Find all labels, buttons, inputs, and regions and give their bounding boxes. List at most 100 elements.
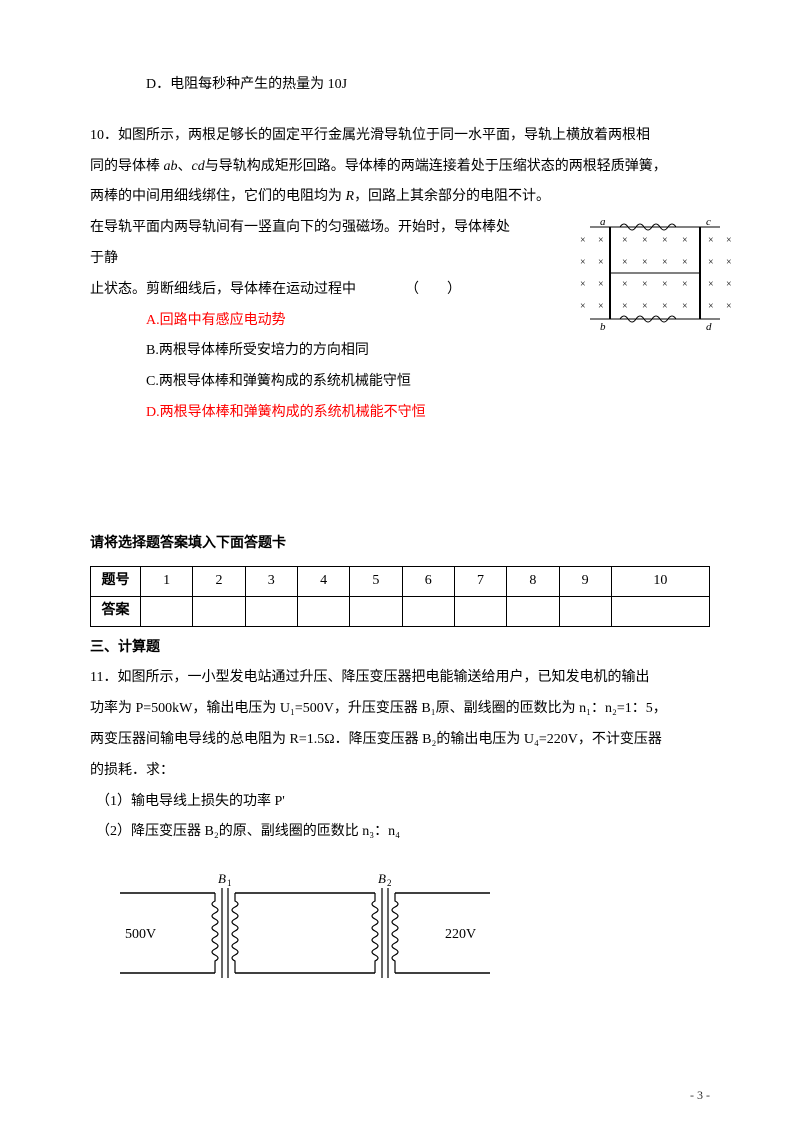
q11-l1: 如图所示，一小型发电站通过升压、降压变压器把电能输送给用户，已知发电机的输出 <box>117 670 649 685</box>
q11-sub1: （1）输电导线上损失的功率 P' <box>90 787 710 818</box>
col-4: 4 <box>297 566 349 596</box>
svg-text:×: × <box>622 279 628 290</box>
b2-label: B <box>378 871 386 886</box>
svg-text:×: × <box>708 301 714 312</box>
svg-text:×: × <box>580 279 586 290</box>
q10-circuit-diagram: a c b d × × × × × × × × × × × × × × × × × × × × × × × × × × × × ×… <box>570 213 740 333</box>
svg-text:×: × <box>580 235 586 246</box>
q10-option-d: D.两根导体棒和弹簧构成的系统机械能不守恒 <box>90 398 710 429</box>
table-row-answers: 答案 <box>91 596 710 626</box>
q10-num: 10． <box>90 128 118 143</box>
q11-num: 11． <box>90 670 117 685</box>
svg-text:×: × <box>662 301 668 312</box>
ans-1[interactable] <box>141 596 193 626</box>
q11-line3: 两变压器间输电导线的总电阻为 R=1.5Ω．降压变压器 B₂的输出电压为 U₄=… <box>90 725 710 756</box>
svg-text:×: × <box>662 279 668 290</box>
col-3: 3 <box>245 566 297 596</box>
col-10: 10 <box>611 566 709 596</box>
right-voltage: 220V <box>445 927 476 942</box>
svg-text:×: × <box>726 257 732 268</box>
svg-text:×: × <box>726 301 732 312</box>
ans-7[interactable] <box>454 596 506 626</box>
ans-2[interactable] <box>193 596 245 626</box>
svg-text:×: × <box>598 301 604 312</box>
q10-line3: 两棒的中间用细线绑住，它们的电阻均为 R，回路上其余部分的电阻不计。 <box>90 182 710 213</box>
col-7: 7 <box>454 566 506 596</box>
ans-6[interactable] <box>402 596 454 626</box>
svg-text:×: × <box>708 279 714 290</box>
q10-l2cd: cd <box>192 159 205 174</box>
q10-line5: 止状态。剪断细线后，导体棒在运动过程中 （ ） <box>90 275 520 306</box>
svg-text:×: × <box>642 279 648 290</box>
svg-text:×: × <box>708 235 714 246</box>
col-8: 8 <box>507 566 559 596</box>
ans-5[interactable] <box>350 596 402 626</box>
svg-text:×: × <box>662 257 668 268</box>
svg-text:×: × <box>682 257 688 268</box>
ans-10[interactable] <box>611 596 709 626</box>
svg-text:×: × <box>642 257 648 268</box>
col-2: 2 <box>193 566 245 596</box>
svg-text:c: c <box>706 216 711 228</box>
svg-text:×: × <box>682 301 688 312</box>
svg-text:×: × <box>598 257 604 268</box>
svg-text:×: × <box>580 257 586 268</box>
q10-line2: 同的导体棒 ab、cd与导轨构成矩形回路。导体棒的两端连接着处于压缩状态的两根轻… <box>90 152 710 183</box>
q10-block: 10．如图所示，两根足够长的固定平行金属光滑导轨位于同一水平面，导轨上横放着两根… <box>90 121 710 429</box>
q10-l2c: 与导轨构成矩形回路。导体棒的两端连接着处于压缩状态的两根轻质弹簧， <box>205 159 667 174</box>
svg-text:×: × <box>642 301 648 312</box>
header-label: 题号 <box>91 566 141 596</box>
svg-text:×: × <box>726 279 732 290</box>
b1-label: B <box>218 871 226 886</box>
q10-line1-text: 如图所示，两根足够长的固定平行金属光滑导轨位于同一水平面，导轨上横放着两根相 <box>118 128 650 143</box>
q10-option-b: B.两根导体棒所受安培力的方向相同 <box>90 336 710 367</box>
ans-8[interactable] <box>507 596 559 626</box>
svg-text:×: × <box>622 235 628 246</box>
svg-text:×: × <box>580 301 586 312</box>
table-row-header: 题号 1 2 3 4 5 6 7 8 9 10 <box>91 566 710 596</box>
svg-text:×: × <box>598 235 604 246</box>
q10-option-c: C.两根导体棒和弹簧构成的系统机械能守恒 <box>90 367 710 398</box>
svg-text:×: × <box>598 279 604 290</box>
ans-9[interactable] <box>559 596 611 626</box>
q11-line2: 功率为 P=500kW，输出电压为 U₁=500V，升压变压器 B₁原、副线圈的… <box>90 694 710 725</box>
answer-table: 题号 1 2 3 4 5 6 7 8 9 10 答案 <box>90 566 710 627</box>
left-voltage: 500V <box>125 927 156 942</box>
svg-text:a: a <box>600 216 606 228</box>
answer-card-heading: 请将选择题答案填入下面答题卡 <box>90 529 710 560</box>
svg-text:×: × <box>726 235 732 246</box>
svg-text:1: 1 <box>227 878 232 888</box>
svg-text:b: b <box>600 321 606 333</box>
svg-text:×: × <box>622 301 628 312</box>
svg-text:×: × <box>682 235 688 246</box>
svg-text:×: × <box>662 235 668 246</box>
q11-line4: 的损耗．求： <box>90 756 710 787</box>
transformer-diagram: B1 B2 500V 220V <box>110 858 510 998</box>
q11-line1: 11．如图所示，一小型发电站通过升压、降压变压器把电能输送给用户，已知发电机的输… <box>90 663 710 694</box>
ans-4[interactable] <box>297 596 349 626</box>
q10-l3a: 两棒的中间用细线绑住，它们的电阻均为 <box>90 189 346 204</box>
q10-l2ab: ab <box>164 159 178 174</box>
q9-option-d: D．电阻每秒种产生的热量为 10J <box>90 70 710 101</box>
answer-label: 答案 <box>91 596 141 626</box>
q10-line1: 10．如图所示，两根足够长的固定平行金属光滑导轨位于同一水平面，导轨上横放着两根… <box>90 121 710 152</box>
section-3-title: 三、计算题 <box>90 633 710 664</box>
svg-text:2: 2 <box>387 878 392 888</box>
svg-text:×: × <box>642 235 648 246</box>
ans-3[interactable] <box>245 596 297 626</box>
svg-text:×: × <box>682 279 688 290</box>
col-6: 6 <box>402 566 454 596</box>
q10-l3b: ，回路上其余部分的电阻不计。 <box>354 189 550 204</box>
col-9: 9 <box>559 566 611 596</box>
q10-l3r: R <box>346 189 355 204</box>
q10-l2b: 、 <box>178 159 192 174</box>
col-1: 1 <box>141 566 193 596</box>
answer-card-section: 请将选择题答案填入下面答题卡 题号 1 2 3 4 5 6 7 8 9 10 答… <box>90 529 710 664</box>
page-number: - 3 - <box>690 1082 710 1108</box>
q11-block: 11．如图所示，一小型发电站通过升压、降压变压器把电能输送给用户，已知发电机的输… <box>90 663 710 998</box>
svg-text:×: × <box>708 257 714 268</box>
col-5: 5 <box>350 566 402 596</box>
svg-text:×: × <box>622 257 628 268</box>
svg-text:d: d <box>706 321 712 333</box>
q11-sub2: （2）降压变压器 B₂的原、副线圈的匝数比 n₃：n₄ <box>90 817 710 848</box>
